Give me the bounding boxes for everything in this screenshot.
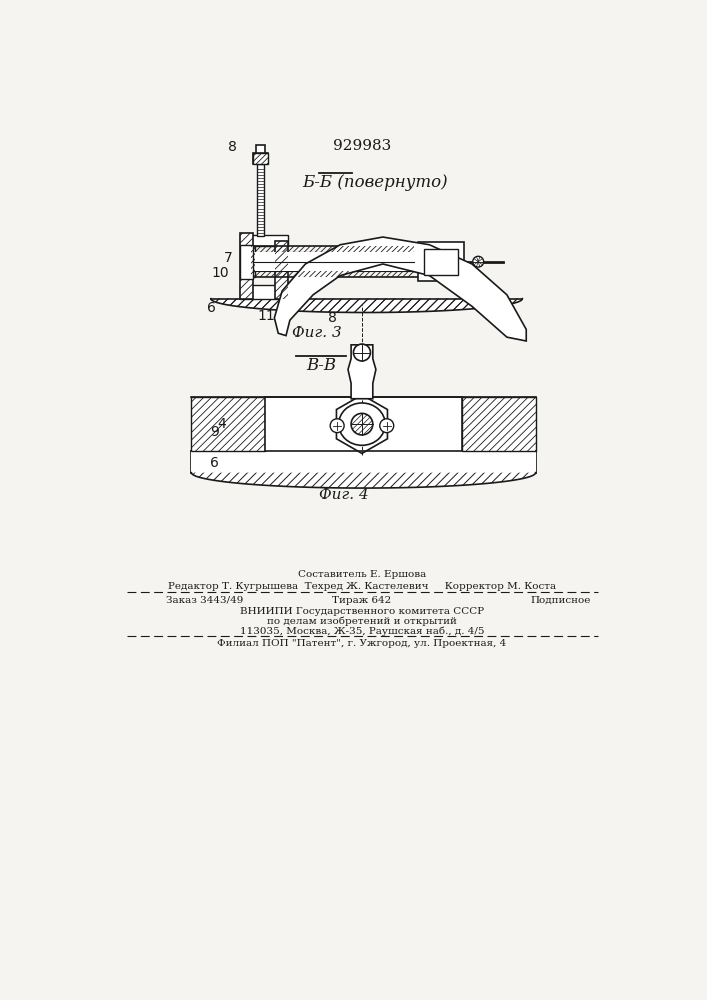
Bar (192, 397, 265, 451)
Bar (253, 252, 414, 271)
Bar (251, 246, 255, 277)
Text: 929983: 929983 (333, 139, 391, 153)
Ellipse shape (339, 403, 385, 445)
Bar (424, 249, 458, 275)
Text: Редактор Т. Кугрышева  Техред Ж. Кастелевич     Корректор М. Коста: Редактор Т. Кугрышева Техред Ж. Кастелев… (168, 582, 556, 591)
Text: 6: 6 (210, 456, 218, 470)
Bar (240, 285, 288, 299)
Text: Тираж 642: Тираж 642 (332, 596, 392, 605)
Text: Филиал ПОП "Патент", г. Ужгород, ул. Проектная, 4: Филиал ПОП "Патент", г. Ужгород, ул. Про… (217, 639, 507, 648)
Bar (240, 235, 288, 246)
Bar (275, 241, 288, 299)
Circle shape (380, 419, 394, 433)
Text: 4: 4 (218, 417, 226, 431)
Polygon shape (348, 345, 376, 399)
Bar (240, 233, 253, 299)
Polygon shape (211, 299, 522, 312)
Circle shape (330, 419, 344, 433)
Text: по делам изобретений и открытий: по делам изобретений и открытий (267, 617, 457, 626)
Polygon shape (192, 473, 535, 488)
Text: ВНИИПИ Государственного комитета СССР: ВНИИПИ Государственного комитета СССР (240, 607, 484, 616)
Text: 113035, Москва, Ж-35, Раушская наб., д. 4/5: 113035, Москва, Ж-35, Раушская наб., д. … (240, 627, 484, 636)
Text: 5: 5 (315, 269, 323, 283)
Text: 8: 8 (228, 140, 237, 154)
Bar (252, 153, 268, 164)
Bar (240, 245, 253, 279)
Text: Фиг. 3: Фиг. 3 (292, 326, 342, 340)
Bar (265, 397, 462, 451)
Circle shape (473, 256, 484, 267)
Bar (257, 164, 264, 235)
Bar (462, 397, 535, 451)
Text: 6: 6 (207, 301, 216, 315)
Text: Составитель Е. Ершова: Составитель Е. Ершова (298, 570, 426, 579)
Text: 11: 11 (258, 309, 276, 323)
Circle shape (354, 344, 370, 361)
Text: Фиг. 4: Фиг. 4 (320, 488, 369, 502)
Text: 7: 7 (224, 251, 233, 265)
Text: Б-Б (повернуто): Б-Б (повернуто) (303, 174, 448, 191)
Text: Заказ 3443/49: Заказ 3443/49 (166, 596, 243, 605)
Circle shape (351, 413, 373, 435)
Polygon shape (274, 237, 526, 341)
Bar (256, 145, 265, 153)
Text: 8: 8 (327, 311, 337, 325)
Bar (252, 153, 268, 164)
Bar (192, 451, 535, 473)
Bar (418, 242, 464, 281)
Text: Подписное: Подписное (531, 596, 591, 605)
Text: В-В: В-В (306, 357, 336, 374)
Text: 9: 9 (210, 425, 218, 439)
Text: 10: 10 (212, 266, 230, 280)
